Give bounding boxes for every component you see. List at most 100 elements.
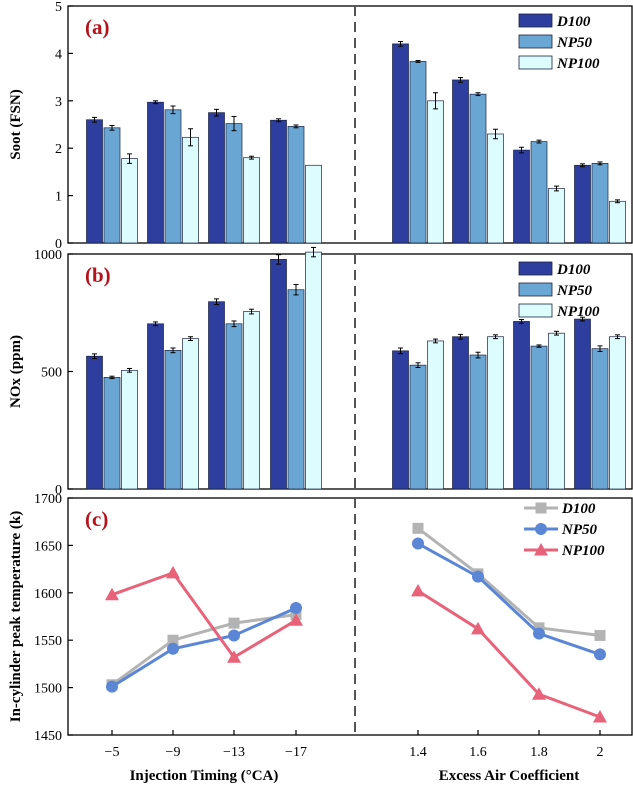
point-NP50-right-1 xyxy=(472,570,484,583)
y-tick-label: 1650 xyxy=(34,539,62,554)
y-tick-label: 1450 xyxy=(34,729,62,744)
bar-D100--9 xyxy=(147,101,164,244)
bar-NP50-1.6 xyxy=(469,93,487,244)
point-D100-left-1 xyxy=(167,634,179,646)
point-NP50-left-2 xyxy=(228,629,240,642)
y-tick-label: 1500 xyxy=(34,682,62,697)
bar-NP100-1.4 xyxy=(427,100,444,244)
point-NP100-left-0 xyxy=(105,587,119,601)
point-NP100-left-2 xyxy=(227,650,241,663)
x-tick-label: −17 xyxy=(285,745,307,760)
legend-swatch-NP50 xyxy=(518,34,553,49)
panel-frame xyxy=(67,497,633,736)
x-tick-label: −9 xyxy=(166,745,181,760)
bar-NP100--13 xyxy=(243,157,260,244)
y-tick-label: 1700 xyxy=(34,492,62,507)
legend-swatch-NP50 xyxy=(518,282,553,297)
bar-NP50--5 xyxy=(103,377,121,490)
bar-NP100-2 xyxy=(609,336,626,490)
point-D100-left-2 xyxy=(228,617,240,629)
bar-D100-2 xyxy=(574,164,591,244)
y-tick-label: 1000 xyxy=(34,248,62,263)
y-axis-label: In-cylinder peak temperature (k) xyxy=(8,511,24,723)
panel-label: (b) xyxy=(85,263,111,287)
panel-a: 0 1 2 3 4 5 Soot (FSN) (a) D100 NP50 NP100 xyxy=(8,0,633,252)
panel-frame xyxy=(67,5,633,244)
legend-label-NP100: NP100 xyxy=(556,304,600,320)
bar-D100--17 xyxy=(270,259,287,490)
bar-NP100--17 xyxy=(305,164,322,244)
point-NP100-right-1 xyxy=(471,621,485,635)
bar-NP50--9 xyxy=(164,350,182,490)
bar-NP100--17 xyxy=(305,251,322,490)
legend-swatch-NP100 xyxy=(518,55,553,70)
point-NP100-right-3 xyxy=(593,709,607,723)
point-NP100-left-3 xyxy=(289,613,303,626)
y-tick-label: 3 xyxy=(55,95,62,110)
bar-NP100-1.8 xyxy=(548,188,565,244)
y-tick-label: 1 xyxy=(55,190,62,205)
y-axis-label: NOx (ppm) xyxy=(8,335,24,408)
x-tick-label: 1.6 xyxy=(469,745,487,760)
y-tick-label: 2 xyxy=(55,142,62,157)
bar-D100-1.6 xyxy=(452,336,469,490)
point-NP50-left-1 xyxy=(167,642,179,655)
bar-D100-1.8 xyxy=(513,149,530,244)
legend-label-D100: D100 xyxy=(556,14,591,30)
legend-label-D100: D100 xyxy=(561,501,596,517)
bar-NP50-1.4 xyxy=(409,61,427,244)
bar-D100--5 xyxy=(86,119,103,244)
series-line-D100-right xyxy=(417,527,601,637)
y-tick-label: 4 xyxy=(55,47,62,62)
legend-label-NP50: NP50 xyxy=(556,35,592,51)
legend-marker-NP100 xyxy=(534,543,548,556)
bar-NP100-1.8 xyxy=(548,332,565,490)
bar-NP100--9 xyxy=(182,136,199,244)
bar-D100--13 xyxy=(208,112,225,244)
legend-label-NP50: NP50 xyxy=(556,283,592,299)
series-line-NP100-right xyxy=(417,589,601,719)
point-D100-right-3 xyxy=(594,629,606,641)
bar-NP100-2 xyxy=(609,200,626,244)
point-NP100-left-1 xyxy=(166,565,180,579)
bar-NP100-1.6 xyxy=(487,133,504,244)
bar-D100-1.6 xyxy=(452,79,469,244)
bar-NP100-1.6 xyxy=(487,336,504,490)
legend-label-D100: D100 xyxy=(556,262,591,278)
series-line-NP100-left xyxy=(111,571,297,660)
legend-swatch-D100 xyxy=(518,13,553,28)
bar-NP50--13 xyxy=(225,323,243,490)
x-axis-label-right: Excess Air Coefficient xyxy=(439,768,580,784)
point-NP50-right-2 xyxy=(533,627,545,640)
y-tick-label: 1600 xyxy=(34,587,62,602)
y-tick-label: 0 xyxy=(55,483,62,498)
panel-label: (c) xyxy=(85,507,108,531)
bar-NP100-1.4 xyxy=(427,340,444,490)
bar-NP50-2 xyxy=(591,163,609,244)
point-NP50-left-0 xyxy=(106,680,118,693)
y-tick-label: 1550 xyxy=(34,634,62,649)
bar-NP100--13 xyxy=(243,311,260,490)
point-NP50-left-3 xyxy=(290,601,302,614)
legend-swatch-D100 xyxy=(518,261,553,276)
bar-NP50--13 xyxy=(225,123,243,244)
bar-NP50-2 xyxy=(591,348,609,490)
legend-label-NP100: NP100 xyxy=(556,56,600,72)
y-tick-label: 500 xyxy=(41,366,62,381)
bar-NP50-1.6 xyxy=(469,354,487,490)
x-tick-label: 2 xyxy=(597,745,604,760)
series-line-NP50-right xyxy=(417,542,601,656)
legend-marker-D100 xyxy=(535,502,547,514)
x-tick-label: 1.8 xyxy=(530,745,548,760)
x-tick-label: 1.4 xyxy=(409,745,427,760)
bar-D100--17 xyxy=(270,119,287,244)
series-line-NP50-left xyxy=(111,606,297,688)
bar-D100--9 xyxy=(147,323,164,490)
bar-NP100--5 xyxy=(121,369,138,490)
legend-marker-NP50 xyxy=(535,523,547,535)
bar-D100-1.4 xyxy=(392,350,409,490)
bar-NP100--9 xyxy=(182,338,199,490)
y-tick-label: 0 xyxy=(55,237,62,252)
bar-NP100--5 xyxy=(121,158,138,244)
